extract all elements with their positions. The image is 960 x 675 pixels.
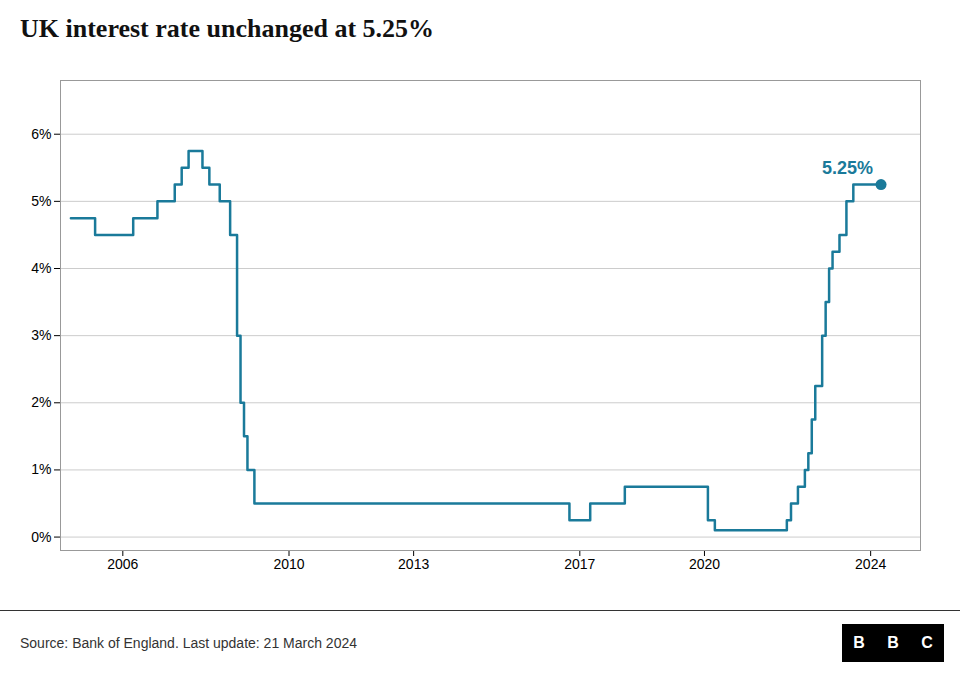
svg-text:2006: 2006 — [107, 556, 138, 572]
svg-text:5%: 5% — [31, 193, 51, 209]
svg-text:2013: 2013 — [398, 556, 429, 572]
svg-text:2024: 2024 — [855, 556, 886, 572]
svg-text:6%: 6% — [31, 126, 51, 142]
svg-text:2%: 2% — [31, 394, 51, 410]
svg-text:1%: 1% — [31, 461, 51, 477]
svg-text:2020: 2020 — [689, 556, 720, 572]
html-text:Source: Bank of England. Last: Source: Bank of England. Last update: 21… — [20, 635, 357, 651]
svg-text:2010: 2010 — [273, 556, 304, 572]
svg-text:3%: 3% — [31, 327, 51, 343]
html-text:B: B — [887, 634, 899, 651]
svg-text:5.25%: 5.25% — [822, 158, 873, 178]
svg-text:4%: 4% — [31, 260, 51, 276]
html-text:C: C — [921, 634, 933, 651]
html-text:B: B — [853, 634, 865, 651]
svg-text:2017: 2017 — [564, 556, 595, 572]
html-text:UK interest rate unchanged at: UK interest rate unchanged at 5.25% — [20, 14, 434, 43]
svg-text:0%: 0% — [31, 529, 51, 545]
